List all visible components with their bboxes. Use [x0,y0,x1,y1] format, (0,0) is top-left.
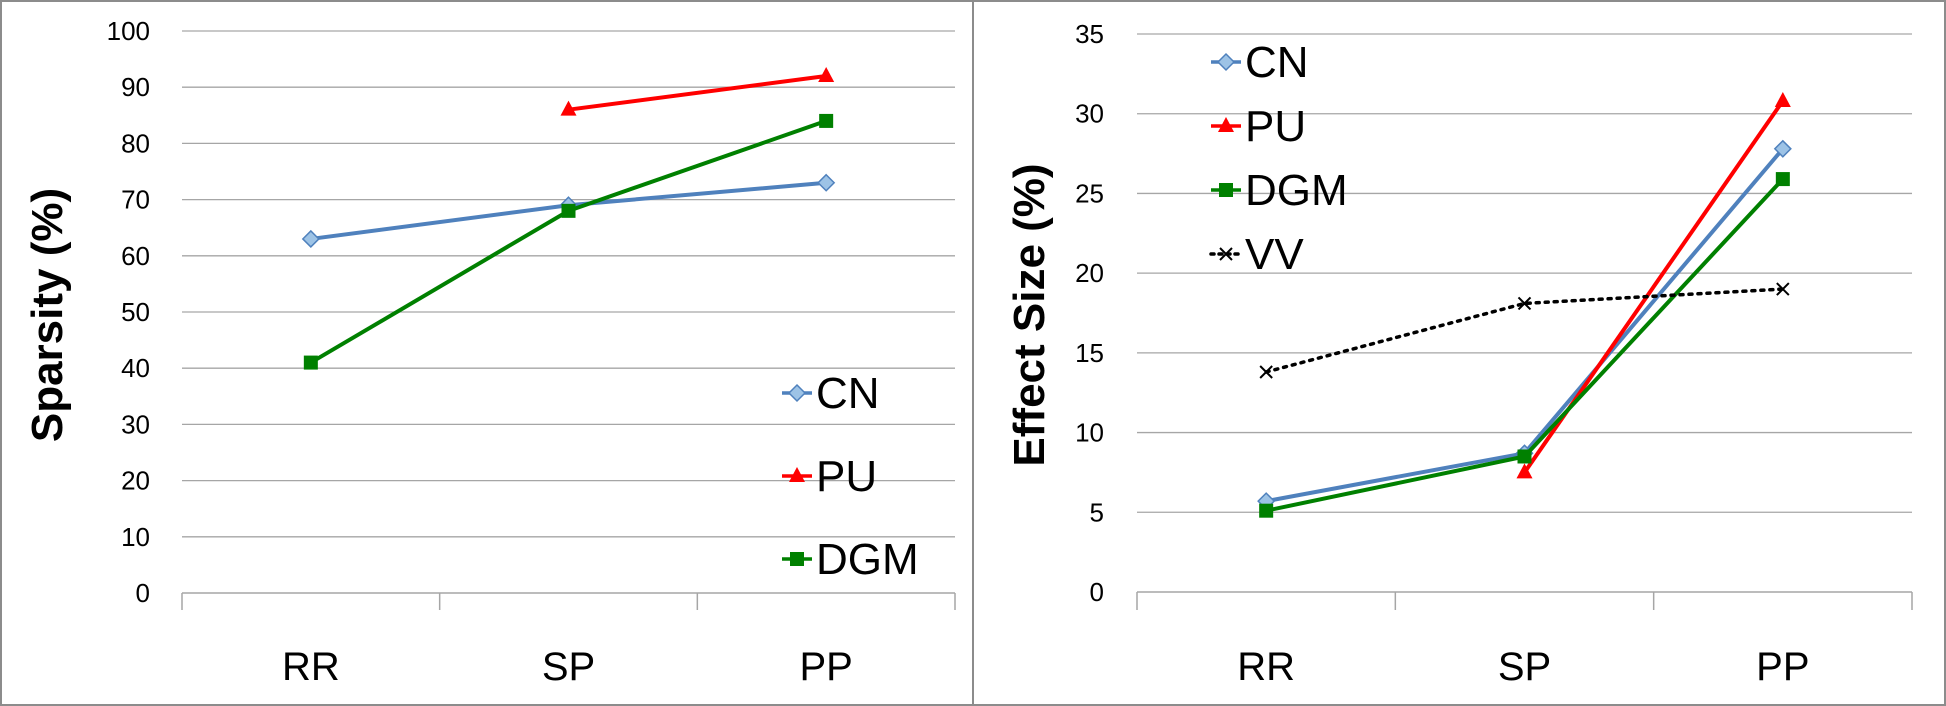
legend-marker-cn [787,383,807,403]
y-tick-label: 35 [1075,19,1104,49]
data-point-pu [1774,91,1791,107]
y-axis-label: Effect Size (%) [1005,163,1054,466]
data-point-cn [301,229,320,249]
x-tick-label: PP [799,645,852,689]
legend-label-dgm: DGM [816,535,919,584]
y-tick-label: 25 [1075,178,1104,208]
x-tick-label: SP [542,645,595,689]
legend-label-cn: CN [816,369,880,418]
data-point-dgm [1259,503,1274,518]
legend: CN PU DGM VV [1209,38,1348,279]
axes [181,592,956,610]
y-tick-label: 30 [1075,99,1104,129]
x-tick-label: SP [1498,645,1551,689]
y-tick-label: 20 [121,466,150,496]
y-tick-labels: 0 10 20 30 40 50 60 70 80 90 100 [107,16,150,608]
series-group [301,66,836,370]
series-line-vv [1264,287,1785,374]
data-point-vv [1517,296,1532,311]
x-tick-label: PP [1756,645,1809,689]
axes [1136,591,1913,610]
legend-marker-dgm [790,552,804,566]
data-point-pu [1516,463,1533,479]
y-axis-label: Sparsity (%) [23,188,72,442]
y-tick-label: 70 [121,185,150,215]
gridlines [1137,33,1912,513]
x-tick-label: RR [282,645,340,689]
y-tick-labels: 0 5 10 15 20 25 30 35 [1075,19,1104,607]
data-point-vv [1776,282,1790,296]
data-point-dgm [1517,449,1532,464]
effect-size-chart-panel: 0 5 10 15 20 25 30 35 RR SP PP Effect Size (%) CN… [972,0,1946,706]
legend-marker-cn [1216,52,1236,72]
legend-label-vv: VV [1245,230,1304,279]
x-tick-labels: RR SP PP [282,645,853,689]
y-tick-label: 5 [1090,497,1104,527]
legend-marker-pu [789,467,805,482]
y-tick-label: 10 [121,522,150,552]
data-point-dgm [1775,172,1790,187]
legend: CN PU DGM [782,369,919,584]
y-tick-label: 100 [107,16,150,46]
y-tick-label: 40 [121,353,150,383]
legend-marker-vv [1219,247,1233,261]
x-tick-label: RR [1237,645,1295,689]
series-line-pu [568,73,827,112]
legend-marker-dgm [1219,183,1233,197]
x-tick-labels: RR SP PP [1237,645,1809,689]
data-point-pu [560,100,577,116]
y-tick-label: 30 [121,409,150,439]
legend-label-pu: PU [1245,102,1306,151]
sparsity-chart: 0 10 20 30 40 50 60 70 80 90 100 RR SP PP Sparsity (… [23,16,956,689]
data-point-dgm [819,113,834,128]
y-tick-label: 0 [136,578,150,608]
y-tick-label: 15 [1075,338,1104,368]
legend-label-cn: CN [1245,38,1309,87]
legend-label-dgm: DGM [1245,166,1348,215]
y-tick-label: 10 [1075,418,1104,448]
legend-label-pu: PU [816,452,877,501]
y-tick-label: 80 [121,128,150,158]
y-tick-label: 0 [1090,577,1104,607]
data-point-pu [818,66,835,82]
data-point-cn [1773,139,1792,158]
series-line-dgm [309,119,827,365]
y-tick-label: 60 [121,241,150,271]
data-point-dgm [561,203,576,218]
legend-marker-pu [1218,117,1234,132]
series-group [1257,91,1792,518]
y-tick-label: 20 [1075,258,1104,288]
y-tick-label: 50 [121,297,150,327]
data-point-cn [817,173,836,192]
y-tick-label: 90 [121,72,150,102]
effect-size-chart: 0 5 10 15 20 25 30 35 RR SP PP Effect Size (%) CN… [1005,19,1913,689]
data-point-dgm [303,355,318,370]
data-point-vv [1259,365,1273,379]
sparsity-chart-panel: 0 10 20 30 40 50 60 70 80 90 100 RR SP PP Sparsity (… [0,0,974,706]
